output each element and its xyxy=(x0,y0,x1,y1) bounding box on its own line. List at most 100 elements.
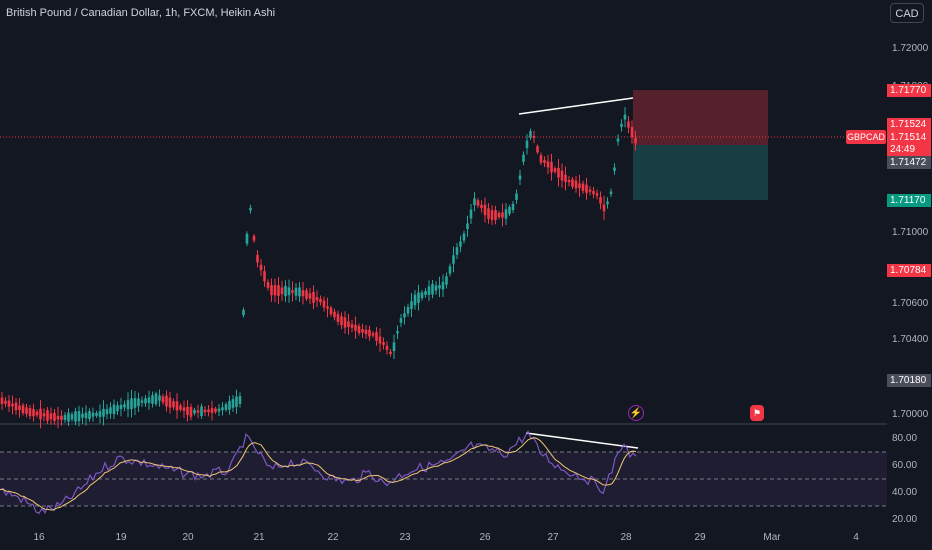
candle-body xyxy=(599,197,602,204)
flag-icon[interactable]: ⚑ xyxy=(750,405,764,421)
candle-body xyxy=(434,285,438,291)
time-tick: 26 xyxy=(479,532,491,543)
candle-body xyxy=(389,351,392,355)
lightning-icon[interactable]: ⚡ xyxy=(628,405,644,421)
candle-body xyxy=(147,397,151,403)
rsi-tick: 60.00 xyxy=(892,460,918,471)
candle-body xyxy=(392,342,396,352)
candle-body xyxy=(242,309,245,316)
candle-body xyxy=(91,412,95,417)
candle-body xyxy=(329,307,333,315)
candle-body xyxy=(179,405,182,410)
candle-body xyxy=(445,276,448,285)
candle-body xyxy=(382,342,385,345)
candle-body xyxy=(431,283,434,295)
time-tick: 4 xyxy=(853,532,859,543)
candle-body xyxy=(49,413,53,420)
candle-body xyxy=(0,397,4,405)
candle-body xyxy=(245,233,249,244)
candle-body xyxy=(508,207,511,214)
candle-body xyxy=(130,398,133,410)
candle-body xyxy=(200,406,203,417)
candle-body xyxy=(602,204,606,212)
candle-body xyxy=(490,210,494,220)
candle-body xyxy=(140,400,144,403)
candle-body xyxy=(312,291,315,303)
candle-body xyxy=(515,193,518,200)
candle-body xyxy=(585,184,588,193)
candle-body xyxy=(399,318,403,323)
candle-body xyxy=(574,180,578,189)
candle-body xyxy=(494,210,497,220)
price-tick: 1.71000 xyxy=(892,227,929,238)
candle-body xyxy=(210,408,214,413)
price-trendline[interactable] xyxy=(518,97,634,115)
candle-body xyxy=(560,170,564,181)
candle-body xyxy=(172,401,175,408)
candle-body xyxy=(588,189,592,192)
candle-body xyxy=(466,223,469,230)
candle-body xyxy=(249,207,252,211)
candle-body xyxy=(627,121,630,128)
candle-body xyxy=(231,399,235,408)
rsi-tick: 80.00 xyxy=(892,433,918,444)
candle-body xyxy=(273,285,277,296)
candle-body xyxy=(571,179,574,187)
candle-body xyxy=(284,285,287,297)
candle-body xyxy=(606,201,609,205)
candle-body xyxy=(564,174,567,182)
candle-body xyxy=(427,286,431,295)
low-price-label: 1.70180 xyxy=(887,374,931,387)
candle-body xyxy=(228,400,231,410)
time-tick: 27 xyxy=(547,532,559,543)
stop-loss-zone[interactable] xyxy=(633,90,768,145)
candle-body xyxy=(525,140,529,148)
candle-body xyxy=(53,412,56,421)
candle-body xyxy=(354,324,357,331)
candle-body xyxy=(630,126,634,138)
time-tick: 16 xyxy=(33,532,45,543)
candle-body xyxy=(287,287,291,296)
candle-body xyxy=(266,282,270,288)
candle-body xyxy=(480,204,483,209)
candle-body xyxy=(532,135,536,139)
time-tick: 28 xyxy=(620,532,632,543)
candle-body xyxy=(518,175,522,180)
candle-body xyxy=(308,293,312,299)
candle-body xyxy=(165,395,168,407)
candle-body xyxy=(133,398,137,408)
candle-body xyxy=(616,138,620,142)
candle-body xyxy=(196,410,200,413)
candle-body xyxy=(221,407,224,411)
candle-body xyxy=(102,408,105,417)
candle-body xyxy=(595,193,599,196)
candle-body xyxy=(277,285,280,296)
candle-body xyxy=(462,233,466,241)
candle-body xyxy=(280,287,284,295)
candle-body xyxy=(476,200,480,206)
time-tick: 20 xyxy=(182,532,194,543)
take-profit-zone[interactable] xyxy=(633,145,768,200)
candle-body xyxy=(553,168,557,172)
candle-body xyxy=(424,291,427,295)
rsi-trendline[interactable] xyxy=(525,432,639,449)
candle-body xyxy=(319,298,322,303)
candle-body xyxy=(252,235,256,241)
candle-body xyxy=(385,345,389,350)
candle-body xyxy=(105,409,109,415)
candle-body xyxy=(487,208,490,219)
high-price-label: 1.71524 xyxy=(887,118,931,131)
candle-body xyxy=(511,203,515,211)
currency-button[interactable]: CAD xyxy=(890,3,924,23)
candle-body xyxy=(557,168,560,178)
candle-body xyxy=(270,285,273,296)
candle-body xyxy=(263,271,266,282)
candle-body xyxy=(235,396,238,407)
candle-body xyxy=(256,255,259,263)
candle-body xyxy=(448,266,452,274)
last-price-label: 1.71514 xyxy=(887,131,931,144)
candle-body xyxy=(396,331,399,334)
time-tick: 22 xyxy=(327,532,339,543)
candle-body xyxy=(410,301,413,309)
